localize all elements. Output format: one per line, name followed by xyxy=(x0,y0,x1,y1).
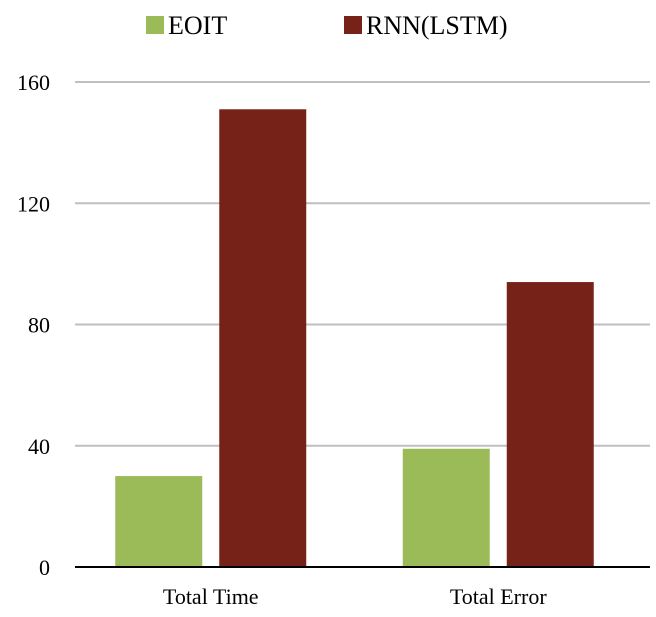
y-tick-label-40: 40 xyxy=(28,434,50,459)
legend-label-rnn-lstm: RNN(LSTM) xyxy=(366,11,508,40)
bar-eoit-total-error xyxy=(402,448,490,567)
y-tick-labels: 0 40 80 120 160 xyxy=(17,70,50,580)
legend-swatch-rnn-lstm xyxy=(344,16,362,34)
bar-eoit-total-time xyxy=(115,476,203,567)
y-tick-label-0: 0 xyxy=(39,555,50,580)
x-category-label-1: Total Error xyxy=(450,584,547,609)
x-category-label-0: Total Time xyxy=(163,584,259,609)
bar-rnn-lstm-total-error xyxy=(506,282,594,567)
bars xyxy=(115,109,594,567)
y-tick-label-120: 120 xyxy=(17,191,50,216)
bar-rnn-lstm-total-time xyxy=(219,109,307,567)
y-tick-label-160: 160 xyxy=(17,70,50,95)
legend: EOIT RNN(LSTM) xyxy=(146,11,508,40)
y-tick-label-80: 80 xyxy=(28,313,50,338)
legend-swatch-eoit xyxy=(146,16,164,34)
x-category-labels: Total Time Total Error xyxy=(163,584,547,609)
legend-label-eoit: EOIT xyxy=(168,11,227,40)
